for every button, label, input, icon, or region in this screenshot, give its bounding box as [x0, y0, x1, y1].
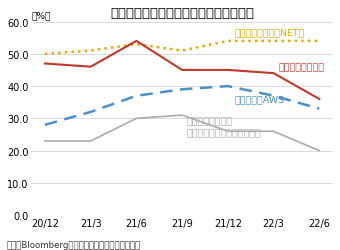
- Text: アマゾンのAWS: アマゾンのAWS: [235, 95, 285, 104]
- Text: （%）: （%）: [31, 12, 51, 20]
- Text: グーグルクラウド: グーグルクラウド: [278, 63, 324, 72]
- Title: 関連事業の収益成長率の推移（前年比）: 関連事業の収益成長率の推移（前年比）: [110, 7, 254, 20]
- Text: マイクロソフトの
インテリジェンス・クラウド: マイクロソフトの インテリジェンス・クラウド: [187, 117, 261, 137]
- Text: 出所：Bloombergのデータをもとに東洋証券作成: 出所：Bloombergのデータをもとに東洋証券作成: [7, 240, 141, 249]
- Text: クラウドフレア（NET）: クラウドフレア（NET）: [235, 28, 305, 37]
